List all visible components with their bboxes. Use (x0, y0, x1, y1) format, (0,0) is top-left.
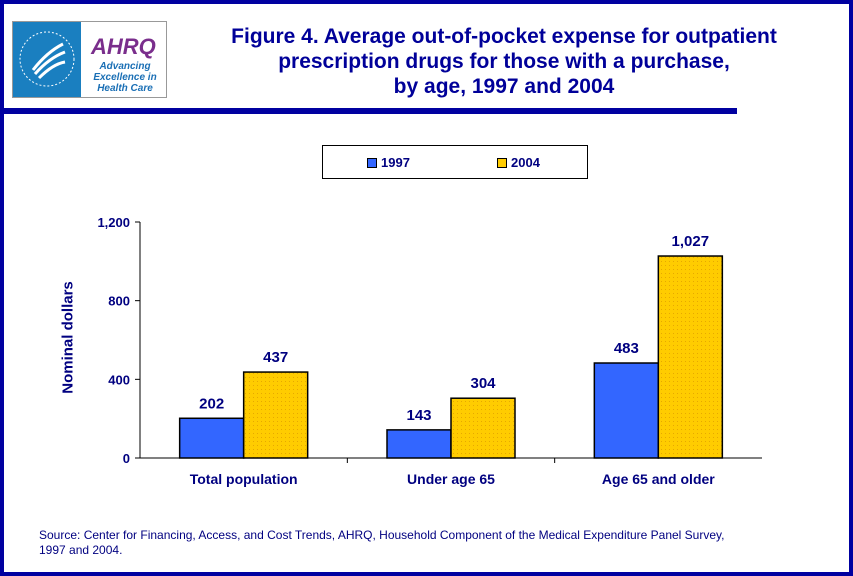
data-label: 304 (470, 375, 496, 392)
legend-item-1997: 1997 (367, 155, 410, 170)
y-tick-label: 800 (108, 294, 130, 309)
legend-label: 1997 (381, 155, 410, 170)
data-label: 437 (263, 349, 288, 366)
x-tick-label: Total population (190, 471, 298, 487)
legend-swatch (497, 157, 507, 168)
ahrq-wordmark: AHRQ (91, 34, 156, 59)
legend-swatch (367, 157, 377, 168)
bar-1997 (386, 429, 452, 459)
source-note: Source: Center for Financing, Access, an… (39, 528, 819, 558)
tagline-line: Health Care (97, 83, 153, 94)
bar-1997 (178, 417, 245, 459)
data-label: 143 (406, 407, 431, 424)
source-line: Source: Center for Financing, Access, an… (39, 528, 725, 542)
title-line: Figure 4. Average out-of-pocket expense … (231, 25, 777, 48)
data-label: 483 (614, 340, 639, 357)
tagline-line: Excellence in (93, 72, 157, 83)
x-tick-label: Age 65 and older (602, 471, 715, 487)
data-label: 1,027 (672, 233, 710, 250)
logo-tagline: Advancing Excellence in Health Care (85, 61, 165, 94)
legend-label: 2004 (511, 155, 540, 170)
bar-2004 (450, 397, 516, 459)
title-line: prescription drugs for those with a purc… (278, 50, 730, 73)
bar-2004 (657, 255, 724, 459)
source-line: 1997 and 2004. (39, 543, 123, 557)
bar-2004 (242, 371, 309, 459)
plot-area: 0 400 800 1,200 Total population 202 437 Under … (97, 215, 762, 487)
title-line: by age, 1997 and 2004 (393, 75, 615, 98)
bar-1997 (593, 362, 660, 459)
x-tick-label: Under age 65 (407, 471, 495, 487)
y-tick-label: 1,200 (97, 215, 130, 230)
chart-title: Figure 4. Average out-of-pocket expense … (194, 24, 814, 99)
legend: 1997 2004 (322, 145, 588, 179)
y-tick-label: 0 (123, 451, 130, 466)
tagline-line: Advancing (99, 61, 151, 72)
ahrq-logo: AHRQ Advancing Excellence in Health Care (12, 21, 167, 98)
data-label: 202 (199, 395, 224, 412)
y-tick-label: 400 (108, 372, 130, 387)
header-divider (4, 108, 737, 114)
legend-item-2004: 2004 (497, 155, 540, 170)
hhs-seal-icon (13, 22, 81, 97)
